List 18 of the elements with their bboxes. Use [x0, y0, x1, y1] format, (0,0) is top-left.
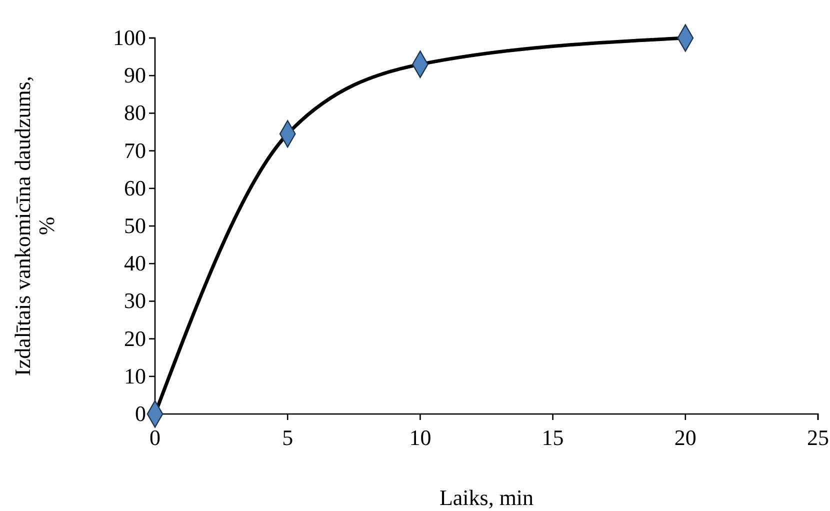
y-tick-label: 80: [124, 100, 146, 126]
x-tick-label: 15: [542, 425, 564, 450]
y-tick-label: 100: [113, 25, 146, 50]
x-axis-title: Laiks, min: [439, 485, 534, 510]
y-tick-label: 40: [124, 250, 146, 276]
y-tick-label: 0: [135, 401, 146, 426]
y-tick-label: 10: [124, 363, 146, 388]
x-tick-label: 25: [807, 425, 829, 450]
y-tick-label: 50: [124, 213, 146, 238]
y-tick-label: 90: [124, 62, 146, 88]
x-tick-label: 5: [282, 425, 294, 450]
y-tick-label: 30: [124, 288, 146, 314]
x-tick-label: 20: [674, 425, 696, 450]
y-tick-label: 70: [124, 138, 146, 163]
x-tick-label: 10: [409, 425, 432, 450]
y-axis-title: Izdalītais vankomicīna daudzums, %: [10, 76, 60, 376]
y-tick-label: 60: [124, 175, 146, 200]
y-tick-label: 20: [124, 326, 146, 351]
